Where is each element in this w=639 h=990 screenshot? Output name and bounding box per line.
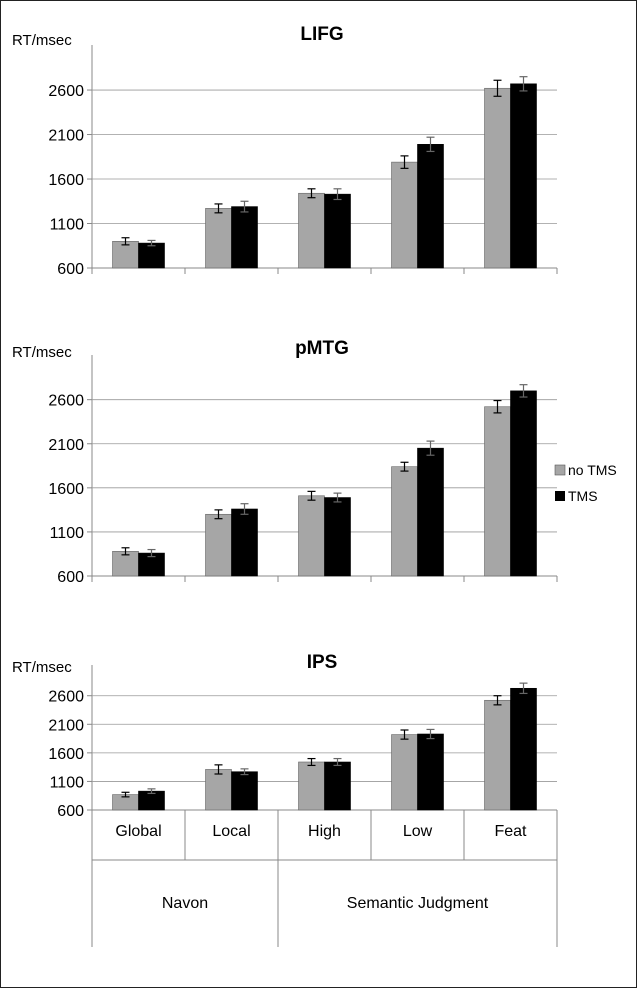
- category-label-low: Low: [403, 823, 433, 840]
- error-bar-no-tms-feat: [493, 399, 502, 414]
- legend-label-tms: TMS: [568, 488, 598, 504]
- error-bar-tms-feat: [519, 384, 528, 398]
- y-tick-label: 2600: [48, 689, 84, 706]
- bar-tms-feat: [510, 83, 537, 269]
- error-bar-no-tms-local: [214, 764, 223, 775]
- error-bar-no-tms-local: [214, 509, 223, 520]
- y-tick-label: 600: [57, 803, 84, 820]
- error-bar-no-tms-global: [121, 237, 130, 246]
- error-bar-tms-high: [333, 492, 342, 503]
- bar-tms-high: [324, 193, 351, 269]
- y-tick-label: 1600: [48, 172, 84, 189]
- y-tick-label: 1100: [50, 217, 85, 234]
- bar-tms-high: [324, 497, 351, 577]
- bar-no-tms-low: [391, 161, 418, 269]
- bar-tms-feat: [510, 687, 537, 811]
- y-tick-label: 1100: [50, 774, 85, 791]
- error-bar-no-tms-feat: [493, 695, 502, 706]
- bar-tms-low: [417, 144, 444, 269]
- bar-tms-low: [417, 447, 444, 577]
- chart-panel-lifg: LIFG RT/msec 600 1100 1600 2100 2600: [12, 24, 558, 278]
- error-bar-tms-low: [426, 728, 435, 740]
- error-bar-no-tms-feat: [493, 79, 502, 97]
- chart-panel-pmtg: pMTG RT/msec 600 1100 1600 2100 2600: [12, 338, 558, 586]
- y-axis-label: RT/msec: [12, 659, 72, 676]
- group-label-navon: Navon: [162, 895, 208, 912]
- bar-no-tms-high: [298, 761, 325, 811]
- error-bar-no-tms-high: [307, 757, 316, 767]
- error-bar-no-tms-low: [400, 155, 409, 169]
- bar-tms-low: [417, 733, 444, 811]
- y-tick-label: 1100: [50, 525, 85, 542]
- error-bar-tms-feat: [519, 76, 528, 92]
- category-label-high: High: [308, 823, 341, 840]
- y-tick-label: 2600: [48, 83, 84, 100]
- chart-title: IPS: [307, 652, 338, 673]
- error-bar-tms-feat: [519, 682, 528, 695]
- error-bar-no-tms-high: [307, 490, 316, 501]
- bar-tms-global: [138, 242, 165, 269]
- y-tick-label: 2100: [48, 437, 84, 454]
- bar-no-tms-local: [205, 208, 232, 269]
- chart-title: LIFG: [300, 24, 343, 45]
- bar-no-tms-feat: [484, 699, 511, 811]
- y-tick-label: 600: [57, 569, 84, 586]
- bar-no-tms-low: [391, 734, 418, 811]
- legend: no TMS TMS: [554, 462, 617, 504]
- bar-tms-feat: [510, 390, 537, 577]
- bar-no-tms-low: [391, 466, 418, 577]
- category-label-local: Local: [212, 823, 250, 840]
- bar-no-tms-local: [205, 513, 232, 577]
- error-bar-no-tms-local: [214, 203, 223, 214]
- legend-label-no-tms: no TMS: [568, 462, 617, 478]
- y-axis-label: RT/msec: [12, 344, 72, 361]
- y-tick-label: 2100: [48, 128, 84, 145]
- group-label-semantic-judgment: Semantic Judgment: [347, 895, 489, 912]
- error-bar-tms-high: [333, 188, 342, 201]
- chart-title: pMTG: [295, 338, 349, 359]
- error-bar-tms-global: [147, 239, 156, 247]
- bar-no-tms-feat: [484, 406, 511, 577]
- bar-no-tms-local: [205, 769, 232, 811]
- error-bar-tms-low: [426, 440, 435, 456]
- y-tick-label: 1600: [48, 746, 84, 763]
- bar-tms-high: [324, 761, 351, 811]
- error-bar-tms-local: [240, 503, 249, 515]
- category-label-global: Global: [115, 823, 161, 840]
- error-bar-no-tms-low: [400, 461, 409, 472]
- bar-tms-local: [231, 771, 258, 811]
- error-bar-tms-high: [333, 757, 342, 767]
- x-axis-categories: Global Local High Low Feat Navon Semanti…: [91, 810, 558, 947]
- error-bar-tms-local: [240, 768, 249, 776]
- y-axis-label: RT/msec: [12, 32, 72, 49]
- error-bar-tms-local: [240, 200, 249, 213]
- error-bar-no-tms-global: [121, 547, 130, 556]
- error-bar-no-tms-low: [400, 729, 409, 740]
- y-tick-label: 2100: [48, 717, 84, 734]
- bar-no-tms-feat: [484, 87, 511, 269]
- y-tick-label: 2600: [48, 393, 84, 410]
- category-label-feat: Feat: [494, 823, 527, 840]
- bar-no-tms-high: [298, 495, 325, 577]
- error-bar-no-tms-high: [307, 188, 316, 199]
- error-bar-tms-global: [147, 788, 156, 795]
- y-tick-label: 600: [57, 261, 84, 278]
- error-bar-tms-global: [147, 548, 156, 558]
- error-bar-tms-low: [426, 136, 435, 153]
- bar-tms-local: [231, 206, 258, 269]
- y-tick-label: 1600: [48, 481, 84, 498]
- chart-panel-ips: IPS RT/msec 600 1100 1600 2100 2600: [12, 652, 558, 820]
- bar-tms-local: [231, 508, 258, 577]
- legend-swatch-no-tms: [554, 464, 566, 476]
- bar-no-tms-high: [298, 192, 325, 269]
- legend-swatch-tms: [555, 491, 565, 501]
- error-bar-no-tms-global: [121, 791, 130, 798]
